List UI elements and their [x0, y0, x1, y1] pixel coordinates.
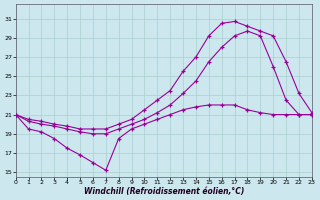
X-axis label: Windchill (Refroidissement éolien,°C): Windchill (Refroidissement éolien,°C) [84, 187, 244, 196]
